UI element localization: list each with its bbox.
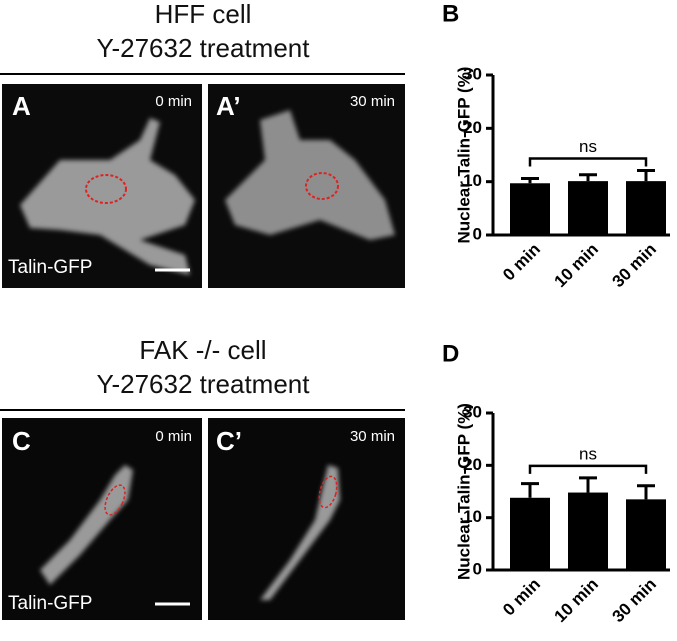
- block-subtitle: Y-27632 treatment: [97, 369, 311, 399]
- y-tick-label: 20: [463, 455, 482, 474]
- y-tick-label: 20: [463, 118, 482, 137]
- bar: [626, 499, 666, 570]
- y-tick-label: 10: [463, 507, 482, 526]
- y-axis-label: Nuclear Talin-GFP (%): [454, 67, 473, 244]
- x-tick-label: 0 min: [499, 240, 544, 285]
- micrograph: [2, 418, 202, 620]
- significance-label: ns: [579, 444, 597, 463]
- block-title: FAK -/- cell: [139, 335, 266, 365]
- time-label: 0 min: [155, 93, 192, 110]
- micrograph: [208, 418, 405, 620]
- x-tick-label: 30 min: [608, 240, 660, 292]
- significance-bracket: [528, 464, 648, 474]
- time-label: 30 min: [350, 428, 395, 445]
- marker-label: Talin-GFP: [8, 257, 92, 278]
- error-bar: [579, 476, 597, 493]
- panel-label: D: [442, 340, 459, 367]
- error-bar: [637, 484, 655, 500]
- y-tick-label: 0: [473, 224, 482, 243]
- micrograph: [208, 84, 405, 288]
- bar: [510, 497, 550, 570]
- time-label: 30 min: [350, 93, 395, 110]
- time-label: 0 min: [155, 428, 192, 445]
- x-tick-label: 10 min: [550, 240, 602, 292]
- x-tick-label: 10 min: [550, 575, 602, 627]
- panel-label: B: [442, 0, 459, 27]
- significance-bracket: [528, 157, 648, 167]
- bar: [626, 181, 666, 235]
- error-bar: [521, 176, 539, 184]
- bar: [568, 181, 608, 235]
- error-bar: [637, 168, 655, 182]
- bar: [568, 492, 608, 570]
- marker-label: Talin-GFP: [8, 593, 92, 614]
- panel-label: C: [12, 426, 31, 456]
- panel-label: A: [12, 91, 31, 121]
- block-subtitle: Y-27632 treatment: [97, 33, 311, 63]
- y-axis-label: Nuclear Talin-GFP (%): [454, 403, 473, 580]
- bar: [510, 183, 550, 235]
- micrograph: [2, 84, 202, 288]
- error-bar: [579, 173, 597, 182]
- y-tick-label: 30: [463, 64, 482, 83]
- significance-label: ns: [579, 137, 597, 156]
- y-tick-label: 10: [463, 171, 482, 190]
- error-bar: [521, 482, 539, 498]
- y-tick-label: 30: [463, 402, 482, 421]
- panel-label: C’: [216, 426, 242, 456]
- panel-label: A’: [216, 91, 241, 121]
- x-tick-label: 30 min: [608, 575, 660, 627]
- block-title: HFF cell: [155, 0, 252, 29]
- y-tick-label: 0: [473, 559, 482, 578]
- x-tick-label: 0 min: [499, 575, 544, 620]
